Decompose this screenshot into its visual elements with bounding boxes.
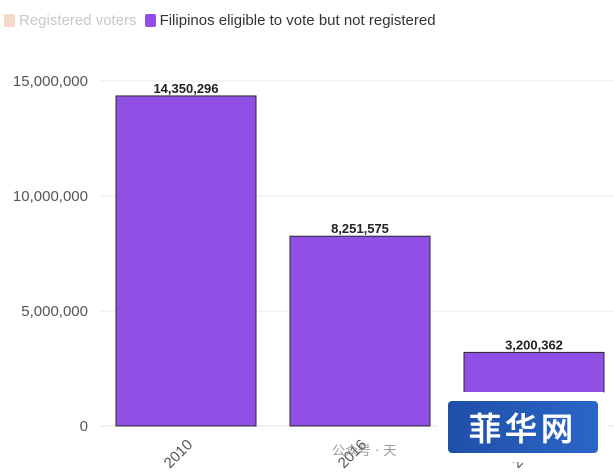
- y-tick-label: 0: [80, 418, 88, 435]
- bar: [289, 235, 431, 427]
- legend-item-registered-voters[interactable]: Registered voters: [4, 12, 137, 29]
- y-tick-label: 15,000,000: [13, 73, 88, 90]
- y-tick-label: 10,000,000: [13, 188, 88, 205]
- data-label: 14,350,296: [153, 81, 218, 96]
- legend-item-not-registered[interactable]: Filipinos eligible to vote but not regis…: [144, 11, 436, 29]
- legend-swatch-not-registered: [144, 13, 156, 27]
- legend-label-not-registered: Filipinos eligible to vote but not regis…: [159, 11, 436, 29]
- legend-swatch-registered-voters: [4, 13, 15, 27]
- x-tick-label: 2010: [161, 436, 197, 472]
- data-label: 3,200,362: [505, 337, 563, 352]
- chart-legend: Registered voters Filipinos eligible to …: [4, 10, 436, 30]
- data-label: 8,251,575: [331, 221, 389, 236]
- watermark-logo-text: 菲华网: [468, 410, 577, 448]
- legend-label-registered-voters: Registered voters: [19, 11, 137, 29]
- watermark-logo: 菲华网: [438, 392, 608, 462]
- bar: [115, 95, 257, 427]
- watermark-logo-badge: 菲华网: [448, 401, 598, 453]
- watermark-account-text: 公众号 · 天: [332, 444, 397, 459]
- y-tick-label: 5,000,000: [21, 303, 88, 320]
